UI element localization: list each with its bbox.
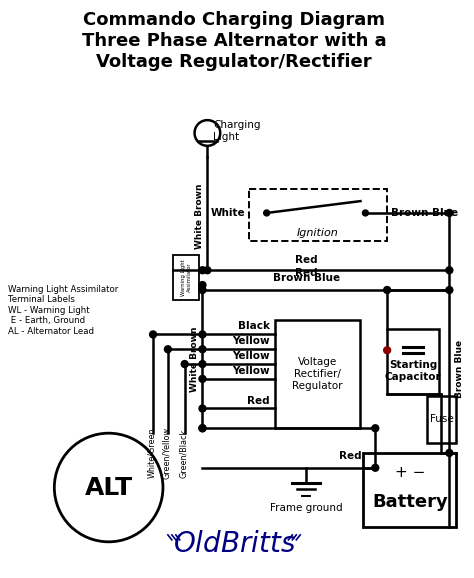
Text: Starting
Capacitor: Starting Capacitor bbox=[385, 360, 442, 382]
Circle shape bbox=[199, 281, 206, 288]
Circle shape bbox=[264, 210, 270, 216]
Circle shape bbox=[446, 267, 453, 274]
Bar bbox=[387, 329, 439, 394]
Text: Frame ground: Frame ground bbox=[270, 503, 343, 513]
Text: Brown Blue: Brown Blue bbox=[456, 340, 464, 398]
Bar bbox=[249, 189, 387, 240]
Circle shape bbox=[199, 376, 206, 382]
Text: Fuse: Fuse bbox=[429, 414, 453, 424]
Circle shape bbox=[199, 267, 206, 274]
Text: Ignition: Ignition bbox=[297, 228, 339, 238]
Circle shape bbox=[199, 361, 206, 368]
Bar bbox=[274, 320, 360, 428]
Circle shape bbox=[383, 287, 391, 294]
Text: Yellow: Yellow bbox=[232, 336, 270, 346]
Text: Black: Black bbox=[237, 321, 270, 331]
Circle shape bbox=[150, 331, 156, 338]
Circle shape bbox=[446, 450, 453, 457]
Text: Red: Red bbox=[247, 395, 270, 406]
Circle shape bbox=[199, 331, 206, 338]
Circle shape bbox=[446, 209, 453, 216]
Circle shape bbox=[199, 346, 206, 353]
Circle shape bbox=[363, 210, 368, 216]
Text: Brown Blue: Brown Blue bbox=[273, 273, 340, 283]
Text: Yellow: Yellow bbox=[232, 351, 270, 361]
Text: White Brown: White Brown bbox=[195, 183, 204, 249]
Text: White/Green: White/Green bbox=[147, 428, 156, 478]
Text: Charging
Light: Charging Light bbox=[213, 120, 261, 142]
Text: + −: + − bbox=[395, 465, 425, 480]
Bar bbox=[427, 396, 456, 443]
Text: Warning Light Assimilator
Terminal Labels
WL - Warning Light
 E - Earth, Ground
: Warning Light Assimilator Terminal Label… bbox=[8, 285, 118, 336]
Text: Red: Red bbox=[295, 255, 318, 265]
Bar bbox=[364, 453, 456, 527]
Circle shape bbox=[372, 425, 379, 432]
Circle shape bbox=[181, 361, 188, 368]
Text: Green/Black: Green/Black bbox=[179, 428, 188, 477]
Circle shape bbox=[199, 405, 206, 412]
Circle shape bbox=[372, 464, 379, 471]
Text: ALT: ALT bbox=[84, 476, 133, 499]
Text: White Brown: White Brown bbox=[190, 327, 199, 392]
Circle shape bbox=[199, 287, 206, 294]
Text: Yellow: Yellow bbox=[232, 366, 270, 376]
Circle shape bbox=[199, 425, 206, 432]
Circle shape bbox=[204, 267, 211, 274]
Text: Warning Light
Assimilator: Warning Light Assimilator bbox=[181, 260, 191, 296]
Text: Green/Yellow: Green/Yellow bbox=[163, 427, 172, 479]
Text: Voltage
Rectifier/
Regulator: Voltage Rectifier/ Regulator bbox=[292, 357, 343, 391]
Text: Brown Blue: Brown Blue bbox=[391, 208, 458, 218]
Text: Battery: Battery bbox=[372, 493, 448, 512]
Text: Commando Charging Diagram
Three Phase Alternator with a
Voltage Regulator/Rectif: Commando Charging Diagram Three Phase Al… bbox=[82, 12, 386, 71]
Circle shape bbox=[383, 347, 391, 354]
Circle shape bbox=[164, 346, 171, 353]
Text: $\mathit{OldBritts}$: $\mathit{OldBritts}$ bbox=[173, 531, 296, 558]
Text: White: White bbox=[210, 208, 245, 218]
Circle shape bbox=[446, 287, 453, 294]
Circle shape bbox=[199, 425, 206, 432]
Text: Red: Red bbox=[339, 451, 362, 461]
Bar bbox=[173, 255, 200, 300]
Text: Red: Red bbox=[295, 268, 318, 278]
